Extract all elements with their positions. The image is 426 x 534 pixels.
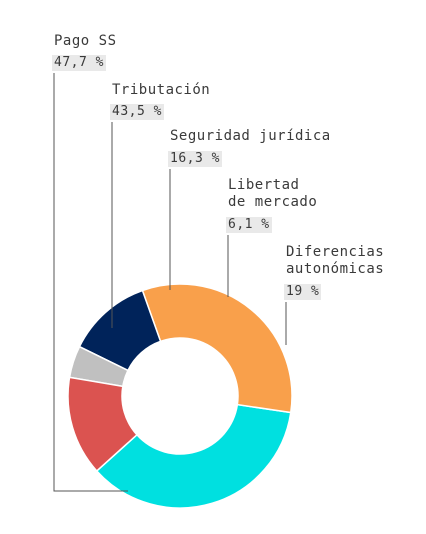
value-diferencias: 19 % [284,284,322,300]
label-libertad-line1: Libertad [228,177,300,193]
value-tributacion: 43,5 % [110,104,164,120]
value-pago-ss: 47,7 % [52,55,106,71]
label-seguridad-juridica: Seguridad jurídica [170,128,331,144]
value-libertad: 6,1 % [226,217,272,233]
slice-diferencias-autonómicas [67,376,138,473]
label-tributacion: Tributación [112,82,211,98]
slice-tributación [141,283,293,414]
donut-slices [67,283,293,509]
label-libertad-line2: de mercado [228,194,318,210]
leader-pago-ss [53,73,128,492]
label-diferencias-line2: autonómicas [286,261,385,277]
leader-lines [53,73,287,492]
label-pago-ss: Pago SS [54,33,117,49]
value-seguridad-juridica: 16,3 % [168,151,222,167]
slice-pago-ss [95,403,292,509]
label-diferencias-line1: Diferencias [286,244,385,260]
